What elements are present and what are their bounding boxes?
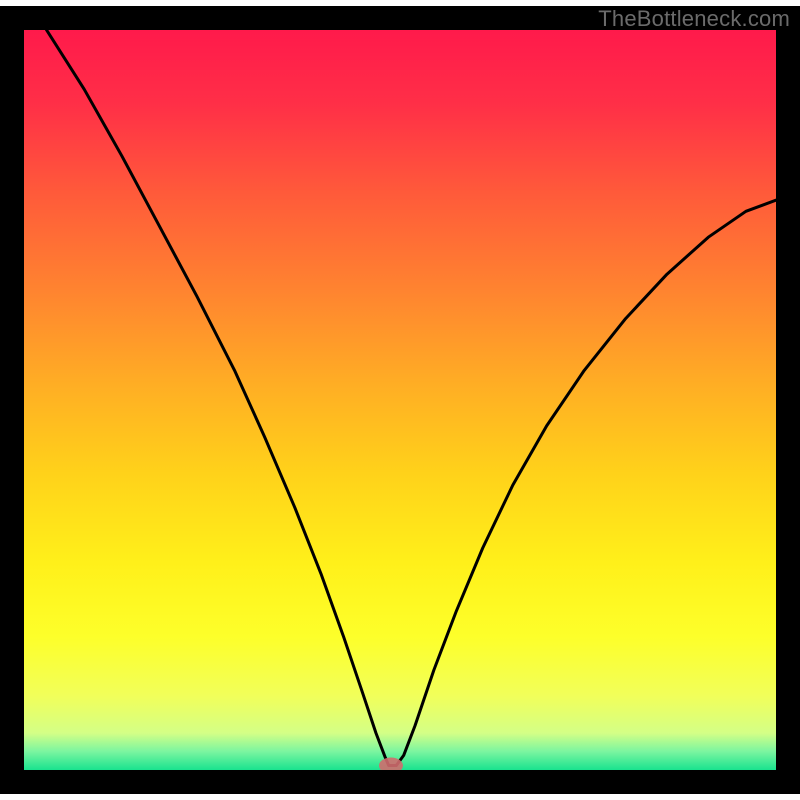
gradient-background (24, 30, 776, 770)
chart-container: TheBottleneck.com (0, 0, 800, 800)
watermark-text: TheBottleneck.com (598, 6, 790, 32)
bottleneck-curve-plot (0, 0, 800, 800)
